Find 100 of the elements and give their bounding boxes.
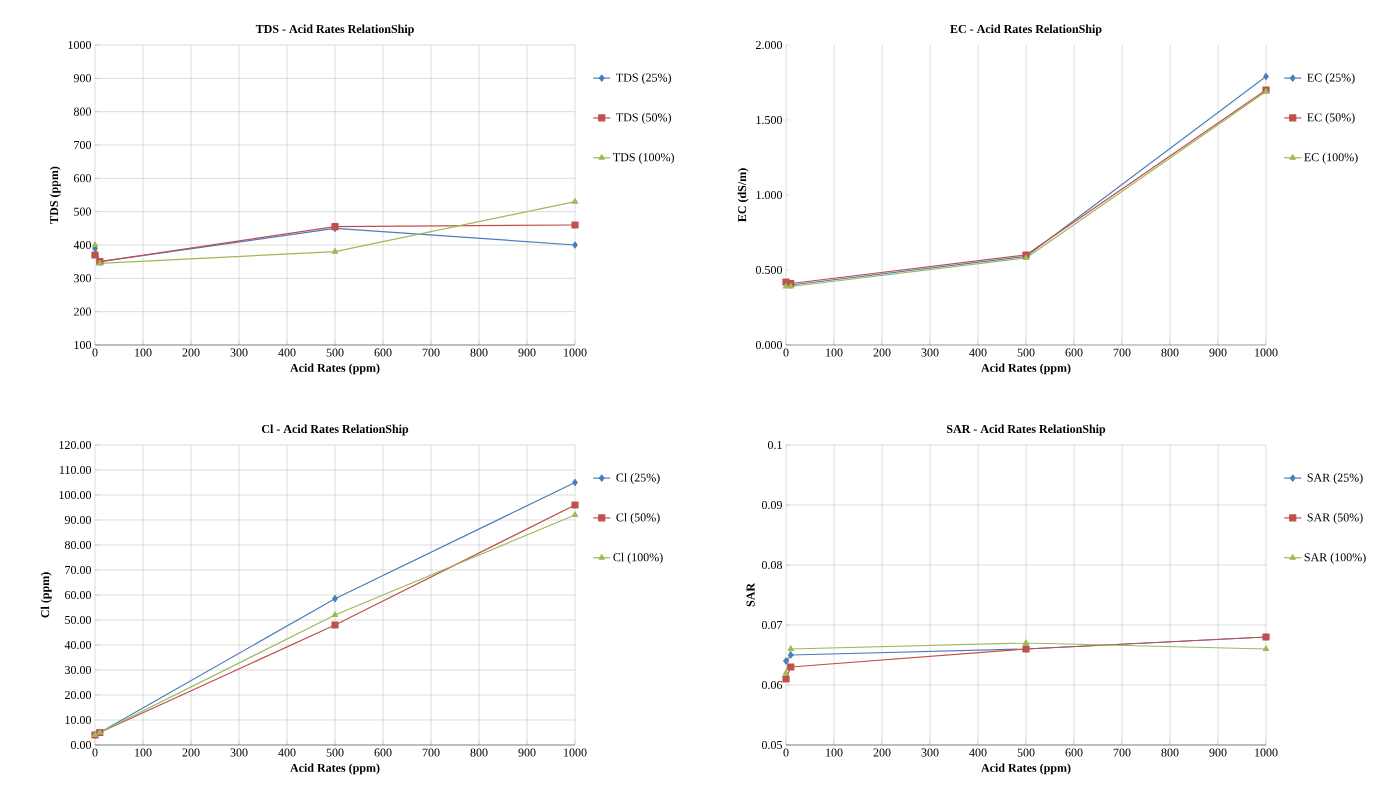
- x-tick-label: 900: [518, 748, 536, 757]
- x-tick-label: 0: [783, 748, 789, 757]
- legend-label: Cl (25%): [616, 473, 660, 485]
- x-tick-label: 1000: [1255, 348, 1278, 357]
- chart-title: Cl - Acid Rates RelationShip: [261, 424, 409, 436]
- y-tick-label: 900: [73, 74, 92, 83]
- y-tick-label: 100.00: [59, 490, 92, 500]
- y-tick-label: 10.00: [65, 715, 92, 725]
- x-tick-label: 200: [873, 348, 891, 357]
- x-axis-title: Acid Rates (ppm): [290, 363, 380, 375]
- x-tick-label: 0: [92, 348, 98, 357]
- y-tick-label: 1.000: [756, 190, 783, 200]
- x-tick-label: 500: [1017, 748, 1035, 757]
- legend-label: TDS (50%): [616, 113, 671, 124]
- x-axis-title: Acid Rates (ppm): [290, 763, 380, 775]
- x-tick-label: 700: [1113, 348, 1131, 357]
- x-tick-label: 300: [921, 748, 939, 757]
- chart-title: EC - Acid Rates RelationShip: [950, 24, 1102, 36]
- x-tick-label: 200: [182, 748, 200, 757]
- x-tick-label: 700: [422, 348, 440, 357]
- x-tick-label: 500: [326, 348, 344, 357]
- x-tick-label: 800: [470, 748, 488, 757]
- y-tick-label: 800: [73, 107, 92, 116]
- x-tick-label: 100: [826, 748, 843, 757]
- x-tick-label: 300: [921, 348, 939, 357]
- y-tick-label: 110.00: [59, 465, 92, 475]
- y-tick-label: 0.00: [70, 740, 92, 750]
- legend-label: Cl (100%): [613, 552, 663, 564]
- x-tick-label: 600: [1065, 348, 1083, 357]
- legend-label: TDS (100%): [613, 152, 674, 164]
- y-tick-label: 400: [73, 240, 92, 250]
- legend-label: EC (25%): [1307, 73, 1355, 85]
- x-tick-label: 300: [230, 348, 248, 357]
- y-axis-title: TDS (ppm): [49, 166, 61, 224]
- y-tick-label: 0.500: [755, 265, 783, 275]
- y-tick-label: 50.00: [65, 615, 92, 625]
- x-tick-label: 100: [826, 348, 843, 357]
- x-tick-label: 400: [278, 348, 296, 357]
- y-tick-label: 200: [74, 307, 92, 316]
- x-tick-label: 900: [1209, 348, 1227, 357]
- x-tick-label: 1000: [564, 748, 587, 757]
- x-tick-label: 0: [92, 748, 98, 757]
- y-tick-label: 80.00: [64, 540, 92, 550]
- y-tick-label: 0.09: [761, 500, 782, 510]
- legend-label: EC (50%): [1307, 113, 1355, 124]
- x-tick-label: 900: [1209, 748, 1227, 757]
- legend-label: EC (100%): [1304, 152, 1358, 164]
- y-tick-label: 0.08: [761, 560, 783, 570]
- x-tick-label: 800: [470, 348, 488, 357]
- y-axis-title: Cl (ppm): [40, 572, 52, 618]
- y-tick-label: 70.00: [65, 565, 92, 575]
- x-tick-label: 600: [374, 748, 392, 757]
- x-tick-label: 400: [969, 348, 987, 357]
- y-tick-label: 1000: [68, 40, 92, 50]
- x-tick-label: 700: [422, 748, 440, 757]
- y-tick-label: 2.000: [756, 40, 783, 50]
- x-tick-label: 600: [1065, 748, 1083, 757]
- x-tick-label: 800: [1161, 348, 1179, 357]
- y-tick-label: 40.00: [64, 640, 92, 650]
- x-tick-label: 600: [374, 348, 392, 357]
- x-tick-label: 500: [1017, 348, 1035, 357]
- x-axis-title: Acid Rates (ppm): [981, 763, 1071, 775]
- y-tick-label: 300: [74, 274, 92, 283]
- x-tick-label: 100: [135, 748, 152, 757]
- y-tick-label: 700: [74, 140, 92, 150]
- legend-label: SAR (25%): [1307, 473, 1363, 485]
- y-tick-label: 0.1: [767, 440, 782, 450]
- y-axis-title: SAR: [746, 582, 755, 607]
- y-tick-label: 0.06: [761, 680, 783, 690]
- x-tick-label: 1000: [564, 348, 587, 357]
- x-axis-title: Acid Rates (ppm): [981, 363, 1071, 375]
- legend-label: SAR (100%): [1304, 552, 1366, 564]
- y-tick-label: 20.00: [65, 690, 92, 700]
- y-tick-label: 120.00: [59, 440, 92, 450]
- y-axis-title: EC (dS/m): [737, 168, 749, 222]
- legend-label: Cl (50%): [616, 513, 660, 524]
- x-tick-label: 500: [326, 748, 344, 757]
- legend-label: TDS (25%): [616, 73, 671, 85]
- y-tick-label: 0.000: [755, 340, 783, 350]
- y-tick-label: 1.500: [756, 115, 783, 125]
- x-tick-label: 300: [230, 748, 248, 757]
- x-tick-label: 100: [135, 348, 152, 357]
- y-tick-label: 500: [74, 207, 92, 216]
- x-tick-label: 400: [969, 748, 987, 757]
- x-tick-label: 800: [1161, 748, 1179, 757]
- x-tick-label: 0: [783, 348, 789, 357]
- y-tick-label: 60.00: [64, 590, 92, 600]
- x-tick-label: 200: [182, 348, 200, 357]
- y-tick-label: 30.00: [65, 665, 92, 675]
- y-tick-label: 90.00: [64, 515, 92, 525]
- chart-title: TDS - Acid Rates RelationShip: [255, 24, 414, 36]
- x-tick-label: 900: [518, 348, 536, 357]
- legend-label: SAR (50%): [1307, 513, 1363, 524]
- chart-title: SAR - Acid Rates RelationShip: [946, 424, 1106, 436]
- x-tick-label: 200: [873, 748, 891, 757]
- y-tick-label: 100: [74, 340, 92, 350]
- y-tick-label: 0.07: [761, 620, 783, 630]
- x-tick-label: 400: [278, 748, 296, 757]
- y-tick-label: 600: [73, 174, 92, 183]
- x-tick-label: 1000: [1255, 748, 1278, 757]
